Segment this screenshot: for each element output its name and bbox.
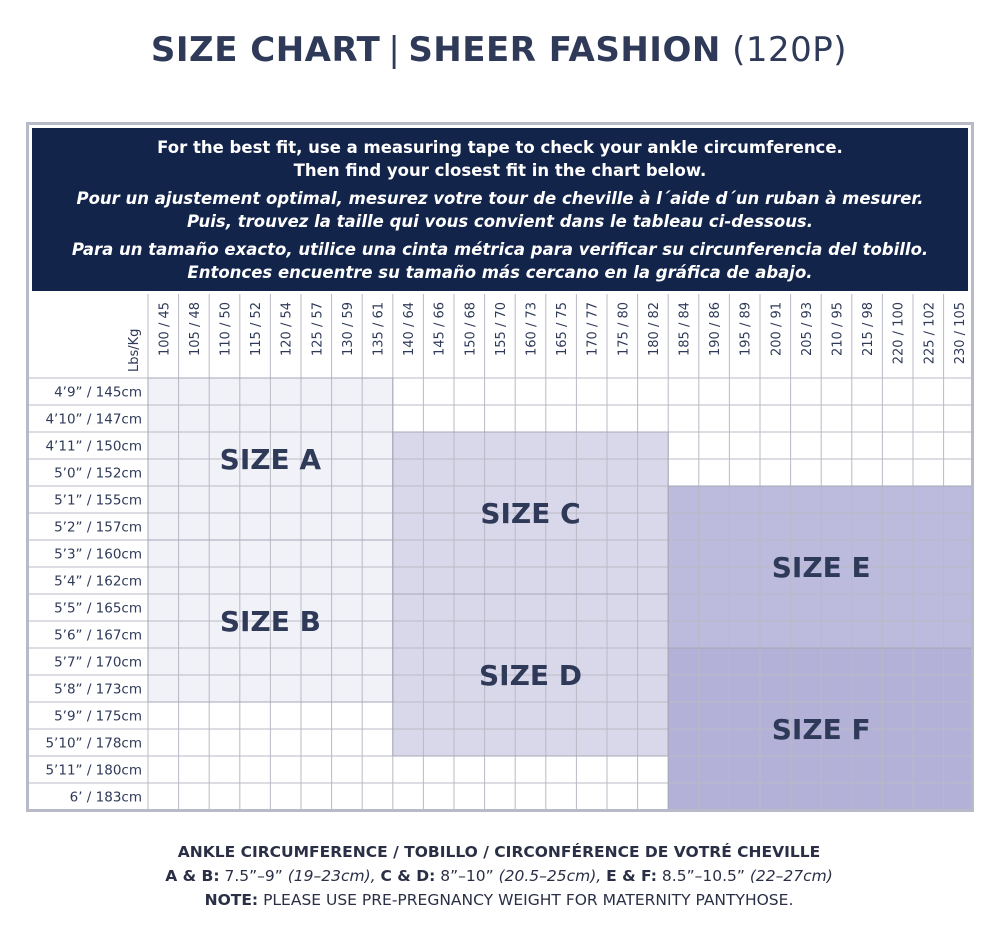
- instructions-es-line1: Para un tamaño exacto, utilice una cinta…: [71, 240, 929, 259]
- ab-metric: (19–23cm),: [287, 867, 376, 885]
- weight-header: 100 / 45: [157, 302, 172, 356]
- weight-header: 155 / 70: [494, 302, 509, 356]
- weight-header: 210 / 95: [831, 302, 846, 356]
- height-label: 5’3” / 160cm: [54, 547, 142, 563]
- size-zone-border: [667, 647, 971, 809]
- height-label: 4’10” / 147cm: [45, 412, 142, 428]
- weight-header: 180 / 82: [647, 302, 662, 356]
- instructions-en-line1: For the best fit, use a measuring tape t…: [157, 138, 843, 157]
- instructions-french: Pour un ajustement optimal, mesurez votr…: [32, 188, 968, 233]
- instructions-fr-line2: Puis, trouvez la taille qui vous convien…: [186, 211, 814, 231]
- height-label: 5’6” / 167cm: [54, 628, 142, 644]
- weight-header: 200 / 91: [769, 302, 784, 356]
- page-title: SIZE CHART | SHEER FASHION (120P): [0, 30, 998, 70]
- ef-label: E & F:: [606, 867, 657, 885]
- weight-header: 140 / 64: [402, 302, 417, 356]
- weight-header: 130 / 59: [341, 302, 356, 356]
- height-label: 6’ / 183cm: [70, 790, 142, 806]
- size-zone-label: SIZE F: [772, 713, 871, 746]
- height-label: 5’0” / 152cm: [54, 466, 142, 482]
- height-label: 5’4” / 162cm: [54, 574, 142, 590]
- note-label: NOTE:: [204, 891, 259, 909]
- height-label: 5’7” / 170cm: [54, 655, 142, 671]
- title-code: (120P): [732, 30, 848, 70]
- height-label: 5’5” / 165cm: [54, 601, 142, 617]
- size-zone-label: SIZE D: [479, 659, 582, 692]
- weight-header: 120 / 54: [280, 302, 295, 356]
- weight-header: 145 / 66: [433, 302, 448, 356]
- weight-header: 220 / 100: [892, 302, 907, 364]
- weight-header: 105 / 48: [188, 302, 203, 356]
- weight-header: 205 / 93: [800, 302, 815, 356]
- weight-header: 185 / 84: [678, 302, 693, 356]
- ankle-ranges: A & B: 7.5”–9” (19–23cm), C & D: 8”–10” …: [0, 864, 998, 888]
- size-grid: Lbs/Kg 100 / 45 105 / 48 110 / 50 115 / 52 12…: [29, 125, 971, 809]
- size-zone-label: SIZE C: [480, 497, 580, 530]
- weight-header: 215 / 98: [861, 302, 876, 356]
- weight-header: 125 / 57: [310, 302, 325, 356]
- height-label: 5’11” / 180cm: [45, 763, 142, 779]
- ankle-heading: ANKLE CIRCUMFERENCE / TOBILLO / CIRCONFÉ…: [177, 843, 821, 861]
- weight-header: 115 / 52: [249, 302, 264, 356]
- height-label: 5’10” / 178cm: [45, 736, 142, 752]
- ab-label: A & B:: [165, 867, 220, 885]
- note-text: PLEASE USE PRE-PREGNANCY WEIGHT FOR MATE…: [263, 891, 794, 909]
- height-label: 5’8” / 173cm: [54, 682, 142, 698]
- height-label: 4’9” / 145cm: [54, 385, 142, 401]
- instructions-banner: For the best fit, use a measuring tape t…: [32, 128, 968, 291]
- weight-header: 135 / 61: [372, 302, 387, 356]
- weight-header: 190 / 86: [708, 302, 723, 356]
- weight-header: 170 / 77: [586, 302, 601, 356]
- size-zone-label: SIZE E: [772, 551, 871, 584]
- ef-metric: (22–27cm): [749, 867, 833, 885]
- footer: ANKLE CIRCUMFERENCE / TOBILLO / CIRCONFÉ…: [0, 840, 998, 912]
- height-label: 5’1” / 155cm: [54, 493, 142, 509]
- height-label: 5’2” / 157cm: [54, 520, 142, 536]
- title-main: SIZE CHART: [150, 30, 381, 70]
- instructions-en-line2: Then find your closest fit in the chart …: [293, 160, 707, 180]
- weight-header: 195 / 89: [739, 302, 754, 356]
- cd-metric: (20.5–25cm),: [498, 867, 602, 885]
- weight-header: 230 / 105: [953, 302, 968, 364]
- weight-header: 175 / 80: [616, 302, 631, 356]
- ab-value: 7.5”–9”: [224, 867, 283, 885]
- size-chart-frame: For the best fit, use a measuring tape t…: [26, 122, 974, 812]
- weight-header: 225 / 102: [922, 302, 937, 364]
- weight-header: 160 / 73: [525, 302, 540, 356]
- cd-value: 8”–10”: [440, 867, 494, 885]
- weight-header: 110 / 50: [219, 302, 234, 356]
- instructions-english: For the best fit, use a measuring tape t…: [32, 137, 968, 182]
- size-zone-label: SIZE B: [220, 605, 321, 638]
- weight-axis-label: Lbs/Kg: [127, 329, 142, 372]
- weight-header: 150 / 68: [463, 302, 478, 356]
- size-grid-svg: Lbs/Kg 100 / 45 105 / 48 110 / 50 115 / 52 12…: [29, 294, 971, 809]
- header-row-bg: [29, 294, 971, 378]
- ef-value: 8.5”–10.5”: [661, 867, 745, 885]
- instructions-fr-line1: Pour un ajustement optimal, mesurez votr…: [76, 189, 924, 208]
- title-separator: |: [388, 30, 401, 70]
- instructions-es-line2: Entonces encuentre su tamaño más cercano…: [187, 262, 813, 282]
- cd-label: C & D:: [380, 867, 436, 885]
- weight-header: 165 / 75: [555, 302, 570, 356]
- height-label: 4’11” / 150cm: [45, 439, 142, 455]
- size-zone-label: SIZE A: [220, 443, 322, 476]
- height-label: 5’9” / 175cm: [54, 709, 142, 725]
- instructions-spanish: Para un tamaño exacto, utilice una cinta…: [32, 239, 968, 284]
- title-product: SHEER FASHION: [408, 30, 721, 70]
- maternity-note: NOTE: PLEASE USE PRE-PREGNANCY WEIGHT FO…: [0, 888, 998, 912]
